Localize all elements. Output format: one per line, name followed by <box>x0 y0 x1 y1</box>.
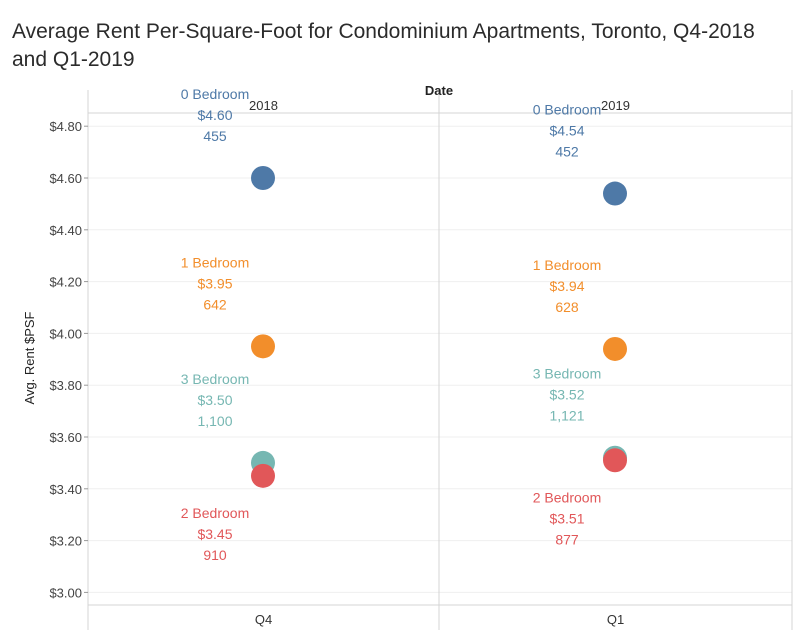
data-point <box>251 166 275 190</box>
category-label: 0 Bedroom <box>533 102 601 118</box>
value-label: $3.95 <box>197 275 232 291</box>
value-label: $4.54 <box>549 123 584 139</box>
value-label: $3.52 <box>549 387 584 403</box>
category-label: 2 Bedroom <box>533 489 601 505</box>
y-tick-label: $4.80 <box>49 119 82 134</box>
panel-year-label: 2018 <box>249 98 278 113</box>
count-label: 910 <box>203 547 227 563</box>
category-label: 3 Bedroom <box>181 371 249 387</box>
value-label: $3.94 <box>549 278 584 294</box>
y-axis: $4.80 $4.60 $4.40 $4.20 $4.00 $3.80 $3.60 $3.40… <box>49 119 88 600</box>
y-tick-label: $4.60 <box>49 171 82 186</box>
data-point <box>251 463 275 488</box>
chart-title: Average Rent Per-Square-Foot for Condomi… <box>12 20 755 71</box>
category-label: 3 Bedroom <box>533 366 601 382</box>
chart-frame <box>87 90 793 630</box>
count-label: 1,100 <box>197 413 232 429</box>
value-label: $3.51 <box>549 510 584 526</box>
value-label: $4.60 <box>197 107 232 123</box>
value-label: $3.50 <box>197 392 232 408</box>
count-label: 452 <box>555 144 579 160</box>
data-point <box>251 334 275 359</box>
category-label: 2 Bedroom <box>181 505 249 521</box>
y-tick-label: $3.80 <box>49 378 82 393</box>
data-point <box>603 448 627 473</box>
panel-quarter-label: Q4 <box>255 612 272 627</box>
data-marks <box>251 166 627 488</box>
y-axis-label: Avg. Rent $PSF <box>22 311 37 404</box>
category-label: 0 Bedroom <box>181 86 249 102</box>
count-label: 455 <box>203 128 227 144</box>
y-tick-label: $3.00 <box>49 585 82 600</box>
category-label: 1 Bedroom <box>181 254 249 270</box>
panel-year-label: 2019 <box>601 98 630 113</box>
count-label: 642 <box>203 296 227 312</box>
panel-headers: 2018 Q4 2019 Q1 <box>249 98 630 627</box>
y-tick-label: $3.40 <box>49 482 82 497</box>
data-labels: 0 Bedroom $4.60 455 0 Bedroom $4.54 452 1 Bedr… <box>181 86 601 563</box>
y-tick-label: $4.40 <box>49 223 82 238</box>
category-label: 1 Bedroom <box>533 257 601 273</box>
value-label: $3.45 <box>197 526 232 542</box>
gridlines <box>88 125 792 593</box>
count-label: 628 <box>555 299 579 315</box>
column-header-label: Date <box>425 83 453 98</box>
y-tick-label: $4.00 <box>49 326 82 341</box>
y-tick-label: $4.20 <box>49 275 82 290</box>
count-label: 877 <box>555 531 579 547</box>
data-point <box>603 181 627 206</box>
count-label: 1,121 <box>549 408 584 424</box>
y-tick-label: $3.60 <box>49 430 82 445</box>
data-point <box>603 336 627 361</box>
y-tick-label: $3.20 <box>49 534 82 549</box>
panel-quarter-label: Q1 <box>607 612 624 627</box>
